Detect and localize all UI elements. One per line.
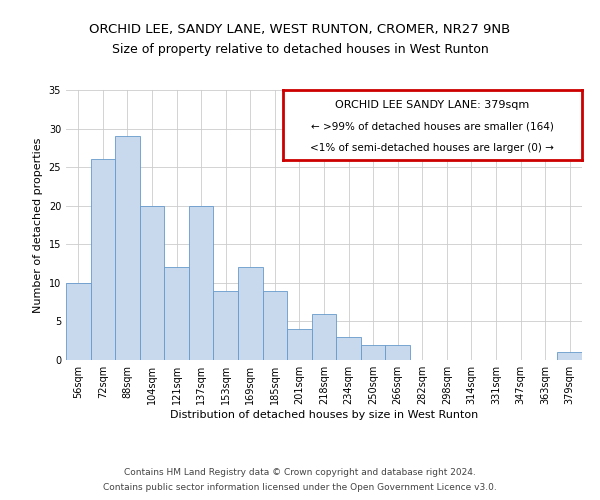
Bar <box>214 290 238 360</box>
Bar <box>189 206 214 360</box>
Text: ORCHID LEE, SANDY LANE, WEST RUNTON, CROMER, NR27 9NB: ORCHID LEE, SANDY LANE, WEST RUNTON, CRO… <box>89 22 511 36</box>
Bar <box>287 329 312 360</box>
Bar <box>557 352 582 360</box>
Text: Size of property relative to detached houses in West Runton: Size of property relative to detached ho… <box>112 42 488 56</box>
Text: Contains public sector information licensed under the Open Government Licence v3: Contains public sector information licen… <box>103 483 497 492</box>
Bar <box>115 136 140 360</box>
Bar <box>312 314 336 360</box>
Bar <box>91 160 115 360</box>
Bar <box>385 344 410 360</box>
X-axis label: Distribution of detached houses by size in West Runton: Distribution of detached houses by size … <box>170 410 478 420</box>
Bar <box>66 283 91 360</box>
Text: Contains HM Land Registry data © Crown copyright and database right 2024.: Contains HM Land Registry data © Crown c… <box>124 468 476 477</box>
Bar <box>336 337 361 360</box>
Bar <box>140 206 164 360</box>
Bar <box>238 268 263 360</box>
Y-axis label: Number of detached properties: Number of detached properties <box>33 138 43 312</box>
Bar <box>263 290 287 360</box>
Bar <box>164 268 189 360</box>
Bar <box>361 344 385 360</box>
